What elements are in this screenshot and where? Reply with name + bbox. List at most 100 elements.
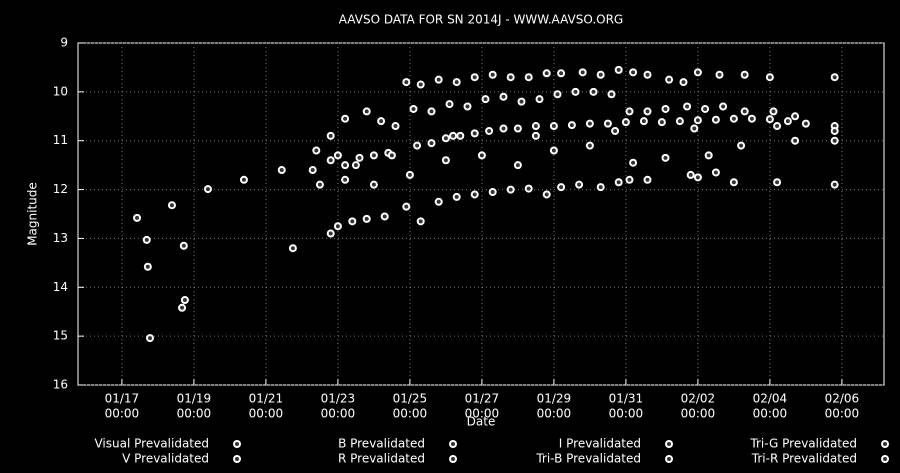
data-point xyxy=(629,158,638,167)
data-point xyxy=(348,217,357,226)
data-point xyxy=(686,170,695,179)
data-point xyxy=(416,217,425,226)
data-point xyxy=(657,118,666,127)
data-point xyxy=(333,222,342,231)
data-point xyxy=(769,107,778,116)
data-point xyxy=(701,104,710,113)
data-point xyxy=(506,185,515,194)
data-point xyxy=(765,115,774,124)
data-point xyxy=(288,244,297,253)
data-point xyxy=(578,68,587,77)
data-point xyxy=(747,114,756,123)
data-point xyxy=(142,235,151,244)
data-point xyxy=(693,116,702,125)
data-point xyxy=(488,188,497,197)
legend-marker xyxy=(665,455,673,463)
x-tick-label: 02/04 xyxy=(753,392,788,406)
data-point xyxy=(427,139,436,148)
x-axis-label: Date xyxy=(467,415,496,429)
x-tick-label: 02/02 xyxy=(681,392,716,406)
x-tick-label: 00:00 xyxy=(825,407,860,421)
data-point xyxy=(167,201,176,210)
data-point xyxy=(661,153,670,162)
data-point xyxy=(377,117,386,126)
data-point xyxy=(427,107,436,116)
data-point xyxy=(326,156,335,165)
data-point xyxy=(557,183,566,192)
data-point xyxy=(643,107,652,116)
x-tick-label: 01/25 xyxy=(393,392,428,406)
data-point xyxy=(773,122,782,131)
x-tick-label: 00:00 xyxy=(321,407,356,421)
data-point xyxy=(801,119,810,128)
data-point xyxy=(326,229,335,238)
data-point xyxy=(542,190,551,199)
data-point xyxy=(441,156,450,165)
data-point xyxy=(625,175,634,184)
data-point xyxy=(585,141,594,150)
data-point xyxy=(643,70,652,79)
data-point xyxy=(603,119,612,128)
data-point xyxy=(765,73,774,82)
data-point xyxy=(499,124,508,133)
legend-label: Tri-R Prevalidated xyxy=(751,452,857,466)
data-point xyxy=(470,129,479,138)
data-point xyxy=(621,118,630,127)
data-point xyxy=(791,136,800,145)
data-point xyxy=(607,90,616,99)
data-point xyxy=(499,92,508,101)
data-point xyxy=(830,126,839,135)
data-point xyxy=(312,146,321,155)
data-point xyxy=(180,295,189,304)
plot-frame xyxy=(77,42,885,386)
legend-label: V Prevalidated xyxy=(122,452,209,466)
data-point xyxy=(434,197,443,206)
data-point xyxy=(549,122,558,131)
data-point xyxy=(315,180,324,189)
data-point xyxy=(143,262,152,271)
data-point xyxy=(557,69,566,78)
data-point xyxy=(596,70,605,79)
data-point xyxy=(463,102,472,111)
legend-label: I Prevalidated xyxy=(559,437,641,451)
data-point xyxy=(477,151,486,160)
x-tick-label: 00:00 xyxy=(609,407,644,421)
x-tick-label: 01/17 xyxy=(105,392,140,406)
y-tick-label: 13 xyxy=(53,231,68,245)
legend-marker xyxy=(881,455,889,463)
data-point xyxy=(449,131,458,140)
x-tick-label: 01/21 xyxy=(249,392,284,406)
legend-marker xyxy=(233,440,241,448)
data-point xyxy=(830,136,839,145)
data-point xyxy=(369,151,378,160)
x-tick-label: 01/27 xyxy=(465,392,500,406)
data-point xyxy=(737,141,746,150)
data-point xyxy=(402,78,411,87)
data-point xyxy=(567,121,576,130)
data-point xyxy=(445,100,454,109)
data-point xyxy=(531,131,540,140)
data-point xyxy=(452,78,461,87)
x-tick-label: 00:00 xyxy=(537,407,572,421)
data-point xyxy=(239,175,248,184)
data-point xyxy=(575,180,584,189)
data-point xyxy=(179,241,188,250)
data-point xyxy=(488,70,497,79)
data-point xyxy=(308,166,317,175)
data-point xyxy=(596,183,605,192)
data-point xyxy=(326,131,335,140)
data-point xyxy=(416,80,425,89)
x-tick-label: 00:00 xyxy=(105,407,140,421)
legend-label: B Prevalidated xyxy=(338,437,425,451)
data-point xyxy=(611,126,620,135)
y-tick-label: 10 xyxy=(53,84,68,98)
data-point xyxy=(729,178,738,187)
legend-label: Visual Prevalidated xyxy=(94,437,209,451)
y-tick-label: 11 xyxy=(53,133,68,147)
data-point xyxy=(409,104,418,113)
data-point xyxy=(783,117,792,126)
data-point xyxy=(145,334,154,343)
data-point xyxy=(133,213,142,222)
data-point xyxy=(719,102,728,111)
